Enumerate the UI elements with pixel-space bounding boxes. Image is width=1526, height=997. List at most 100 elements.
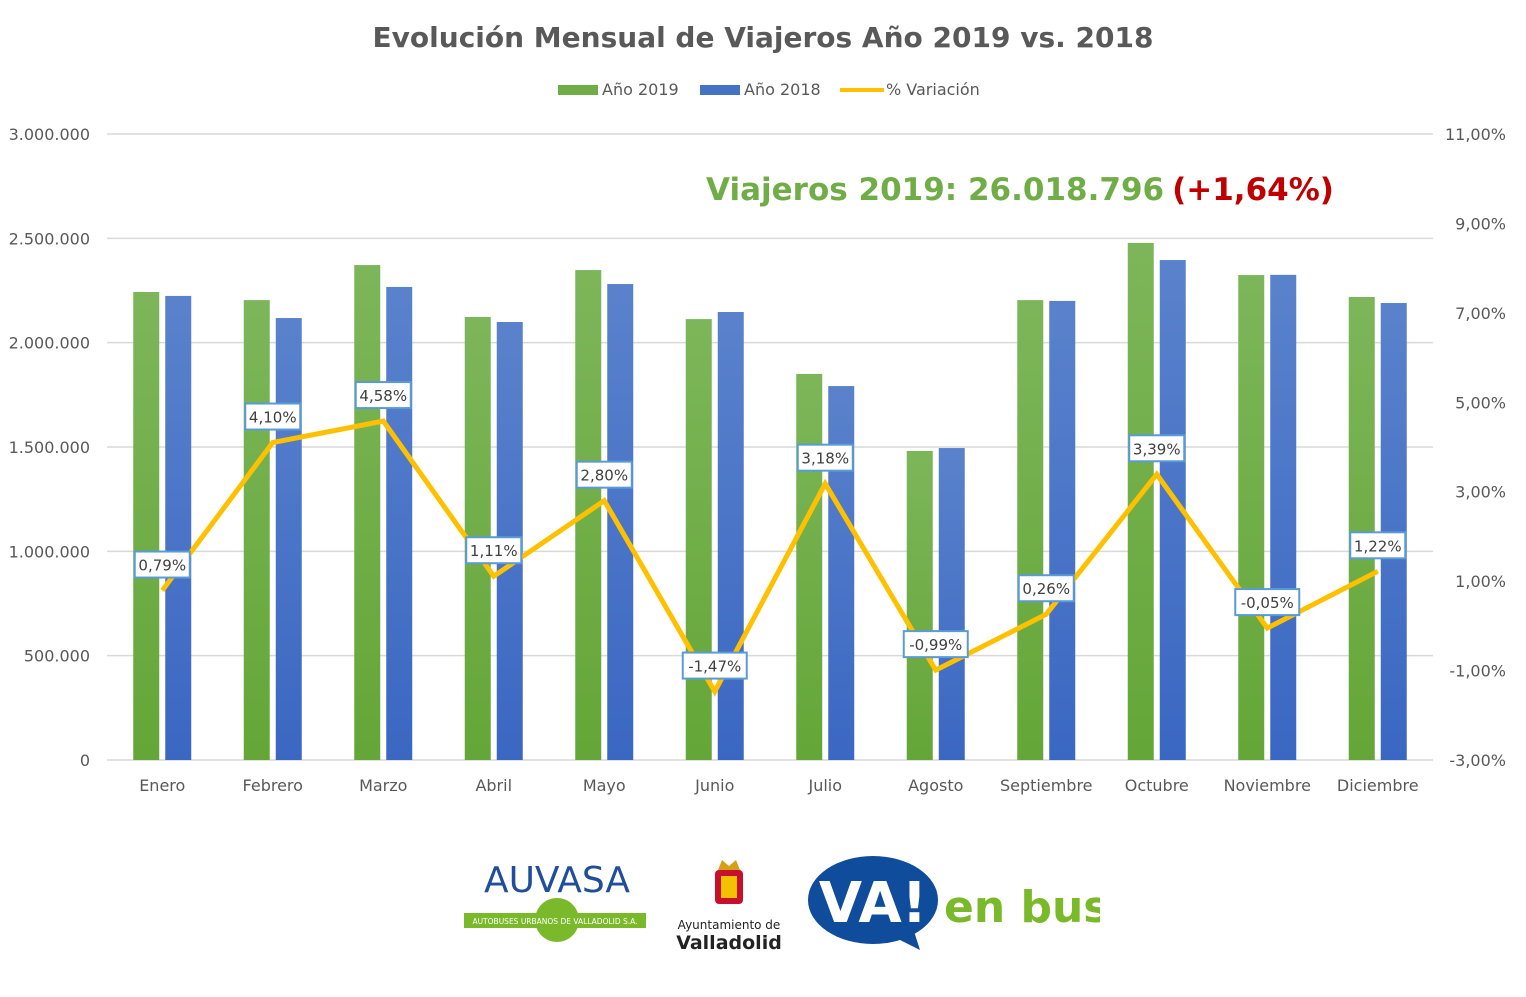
y-left-tick-label: 2.500.000	[9, 229, 90, 248]
data-label-text: 4,10%	[249, 409, 297, 427]
x-tick-label: Junio	[694, 776, 734, 795]
data-label-box	[354, 381, 412, 410]
logos: AUVASA AUTOBUSES URBANOS DE VALLADOLID S…	[464, 856, 1100, 954]
legend: Año 2019 Año 2018 % Variación	[558, 80, 980, 99]
data-label-text: 4,58%	[359, 387, 407, 405]
bar-2018	[828, 386, 855, 760]
data-label-box	[681, 651, 748, 680]
variation-line	[160, 418, 1379, 697]
data-label-box	[1017, 574, 1075, 603]
data-label-text: -0,99%	[909, 636, 962, 654]
data-label: -0,99%	[902, 630, 969, 659]
bar-2018	[386, 286, 413, 760]
chart: Evolución Mensual de Viajeros Año 2019 v…	[9, 21, 1506, 795]
legend-swatch-2018	[700, 85, 740, 95]
data-label: 2,80%	[575, 460, 633, 489]
auvasa-logo: AUVASA AUTOBUSES URBANOS DE VALLADOLID S…	[464, 860, 646, 942]
y-right-tick-label: -3,00%	[1449, 751, 1506, 770]
y-left-tick-label: 1.500.000	[9, 438, 90, 457]
data-label: 0,26%	[1017, 574, 1075, 603]
y-right-tick-label: 1,00%	[1455, 572, 1506, 591]
data-label: 3,39%	[1128, 434, 1186, 463]
data-label: -0,05%	[1234, 588, 1301, 617]
data-label-box	[575, 460, 633, 489]
data-label-text: -1,47%	[688, 658, 741, 676]
data-label-box	[1128, 434, 1186, 463]
data-label-box	[1349, 531, 1407, 560]
bar-2018	[1049, 300, 1076, 760]
data-label: 4,10%	[244, 402, 302, 431]
legend-label-variacion: % Variación	[886, 80, 980, 99]
legend-swatch-2019	[558, 85, 598, 95]
bar-2019	[1348, 296, 1375, 760]
data-label: 3,18%	[796, 443, 854, 472]
bar-2018	[165, 295, 192, 760]
x-tick-label: Diciembre	[1337, 776, 1419, 795]
y-right-tick-label: 9,00%	[1455, 214, 1506, 233]
x-tick-label: Mayo	[583, 776, 626, 795]
x-tick-label: Octubre	[1125, 776, 1189, 795]
ayuntamiento-line2: Valladolid	[676, 932, 782, 954]
data-label-box	[133, 550, 191, 579]
data-label-box	[244, 402, 302, 431]
ayuntamiento-logo: Ayuntamiento de Valladolid	[676, 860, 782, 954]
bar-2019	[796, 373, 823, 760]
bar-2019	[685, 319, 712, 760]
y-left-tick-label: 1.000.000	[9, 542, 90, 561]
vaenbus-bubble-text: VA!	[819, 871, 927, 936]
data-label-text: 3,18%	[801, 450, 849, 468]
data-label: 0,79%	[133, 550, 191, 579]
data-label-text: -0,05%	[1241, 594, 1294, 612]
data-label: 1,22%	[1349, 531, 1407, 560]
ayuntamiento-line1: Ayuntamiento de	[678, 918, 781, 932]
speech-bubble-icon	[808, 856, 938, 944]
data-label: -1,47%	[681, 651, 748, 680]
auvasa-name: AUVASA	[484, 860, 630, 901]
bar-2019	[243, 300, 270, 760]
data-label: 1,11%	[465, 536, 523, 565]
data-label-box	[796, 443, 854, 472]
legend-label-2019: Año 2019	[602, 80, 679, 99]
bar-2018	[717, 311, 744, 760]
data-label-box	[465, 536, 523, 565]
vaenbus-logo: VA! en bus	[808, 856, 1100, 950]
data-label-text: 2,80%	[580, 467, 628, 485]
legend-label-2018: Año 2018	[744, 80, 821, 99]
y-left-tick-label: 2.000.000	[9, 334, 90, 353]
x-tick-label: Abril	[475, 776, 512, 795]
data-label-text: 1,11%	[470, 542, 518, 560]
data-label-text: 0,79%	[138, 557, 186, 575]
x-tick-label: Noviembre	[1224, 776, 1311, 795]
x-tick-label: Julio	[807, 776, 842, 795]
total-annotation-change: (+1,64%)	[1172, 172, 1334, 208]
y-right-tick-label: 11,00%	[1445, 125, 1506, 144]
data-label-text: 3,39%	[1133, 440, 1181, 458]
y-left-tick-label: 3.000.000	[9, 125, 90, 144]
bar-2018	[275, 318, 302, 760]
data-label-box	[1234, 588, 1301, 617]
data-label: 4,58%	[354, 381, 412, 410]
data-label-text: 0,26%	[1022, 580, 1070, 598]
bar-2018	[938, 448, 965, 760]
y-right-tick-label: 5,00%	[1455, 393, 1506, 412]
bar-2018	[607, 284, 634, 760]
data-label-box	[902, 630, 969, 659]
y-left-tick-label: 0	[80, 751, 90, 770]
y-right-tick-label: 3,00%	[1455, 483, 1506, 502]
bar-2019	[354, 265, 381, 760]
auvasa-subtitle: AUTOBUSES URBANOS DE VALLADOLID S.A.	[472, 917, 637, 926]
y-left-tick-label: 500.000	[24, 647, 90, 666]
x-tick-label: Febrero	[243, 776, 303, 795]
chart-title: Evolución Mensual de Viajeros Año 2019 v…	[373, 21, 1154, 54]
bar-2019	[133, 291, 160, 760]
x-tick-label: Marzo	[359, 776, 407, 795]
total-annotation-text: Viajeros 2019: 26.018.796	[706, 172, 1164, 208]
x-tick-label: Agosto	[908, 776, 963, 795]
bar-2019	[1238, 275, 1265, 760]
vaenbus-text: en bus	[944, 882, 1100, 933]
x-tick-label: Enero	[139, 776, 185, 795]
bar-2019	[1017, 300, 1044, 760]
data-label-text: 1,22%	[1354, 537, 1402, 555]
x-tick-label: Septiembre	[1000, 776, 1093, 795]
bar-2019	[1127, 242, 1154, 760]
